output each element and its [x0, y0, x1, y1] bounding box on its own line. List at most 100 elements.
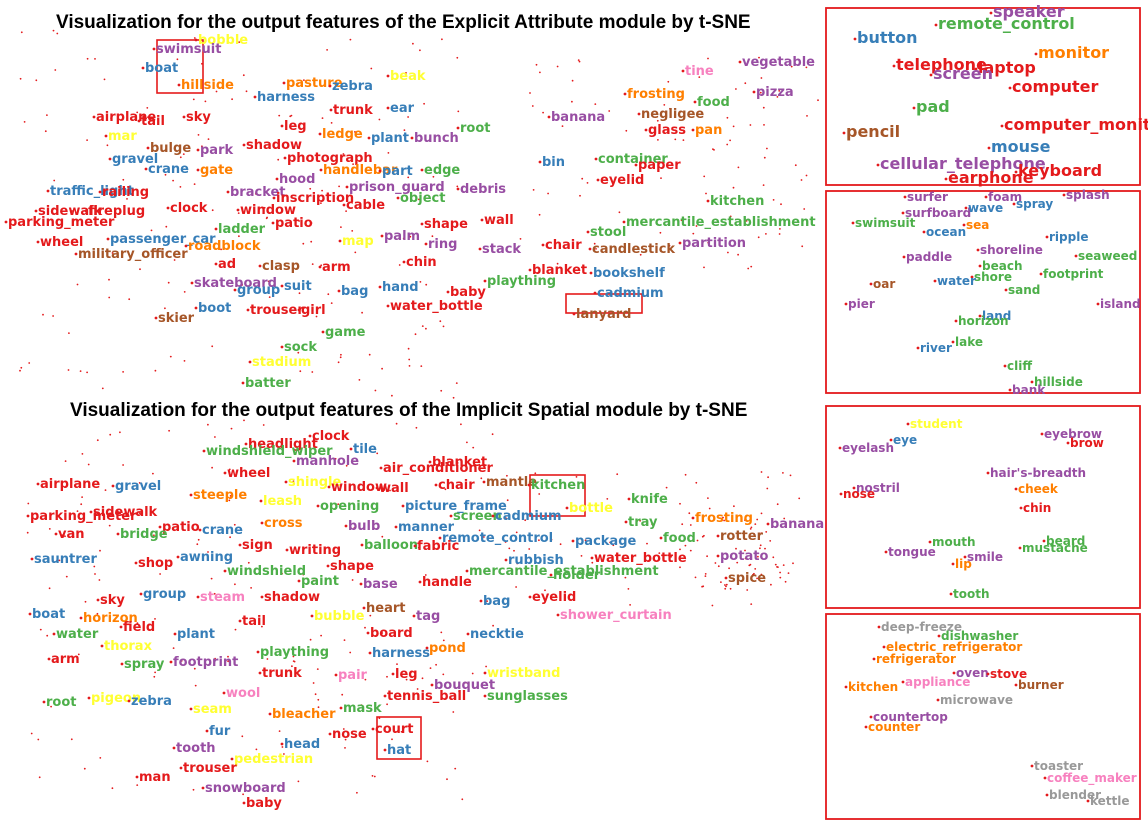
scatter-point	[571, 79, 574, 82]
scatter-point	[53, 179, 56, 182]
scatter-point	[681, 523, 684, 526]
scatter-point	[480, 477, 483, 480]
scatter-point	[707, 57, 709, 60]
point-label: crane	[202, 523, 243, 538]
scatter-point	[321, 189, 323, 192]
scatter-point	[876, 163, 880, 167]
scatter-point	[789, 474, 792, 477]
scatter-point	[415, 426, 418, 429]
scatter-point	[136, 622, 139, 624]
scatter-point	[375, 486, 379, 490]
scatter-point	[138, 482, 141, 484]
point-label: handlebar	[323, 163, 398, 178]
scatter-point	[779, 63, 782, 66]
scatter-point	[608, 110, 611, 112]
scatter-point	[1030, 380, 1034, 384]
scatter-point	[420, 168, 424, 172]
scatter-point	[851, 221, 855, 225]
point-label: map	[342, 234, 374, 249]
scatter-point	[173, 632, 177, 636]
scatter-point	[694, 576, 697, 579]
zoom-inset-frame-4	[825, 613, 1141, 820]
scatter-point	[774, 563, 777, 566]
scatter-point	[714, 562, 717, 564]
scatter-point	[84, 600, 87, 603]
scatter-point	[976, 248, 980, 252]
scatter-point	[403, 129, 406, 132]
scatter-point	[442, 673, 445, 676]
scatter-point	[763, 156, 766, 159]
scatter-point	[730, 223, 732, 226]
scatter-point	[164, 173, 167, 176]
scatter-point	[48, 587, 51, 590]
scatter-point	[48, 528, 51, 530]
scatter-point	[194, 684, 197, 687]
scatter-point	[309, 638, 312, 641]
scatter-point	[538, 160, 542, 164]
scatter-point	[747, 267, 750, 270]
scatter-point	[387, 152, 390, 154]
scatter-point	[454, 767, 457, 770]
point-label: clasp	[262, 259, 300, 274]
point-label: tooth	[953, 587, 990, 601]
scatter-point	[368, 353, 371, 356]
scatter-point	[798, 497, 801, 500]
scatter-point	[1043, 776, 1047, 780]
scatter-point	[986, 471, 990, 475]
point-label: burner	[1018, 678, 1064, 692]
point-label: stool	[590, 225, 626, 240]
scatter-point	[1004, 288, 1008, 292]
point-label: kitchen	[710, 194, 764, 209]
scatter-point	[242, 143, 246, 147]
point-label: ring	[428, 237, 457, 252]
point-label: eyelid	[600, 173, 644, 188]
scatter-point	[334, 673, 338, 677]
scatter-point	[872, 657, 876, 661]
point-label: leg	[284, 119, 307, 134]
point-label: bridge	[120, 527, 168, 542]
scatter-point	[250, 587, 253, 589]
scatter-point	[817, 99, 819, 102]
scatter-point	[23, 121, 26, 123]
scatter-point	[313, 579, 315, 582]
scatter-point	[472, 446, 475, 449]
scatter-point	[724, 587, 727, 590]
point-label: remote_control	[442, 531, 553, 546]
scatter-point	[698, 76, 701, 78]
point-label: thorax	[104, 639, 153, 654]
point-label: speaker	[993, 2, 1065, 21]
scatter-point	[386, 106, 390, 110]
scatter-point	[1096, 302, 1100, 306]
scatter-point	[651, 523, 653, 526]
scatter-point	[34, 209, 38, 213]
scatter-point	[764, 547, 766, 550]
scatter-point	[434, 483, 438, 487]
point-label: edge	[424, 163, 460, 178]
scatter-point	[756, 518, 759, 521]
point-label: game	[325, 325, 366, 340]
scatter-point	[297, 579, 301, 583]
scatter-point	[901, 211, 905, 215]
scatter-point	[691, 128, 695, 132]
scatter-point	[412, 42, 414, 45]
scatter-point	[280, 124, 284, 128]
point-label: eyebrow	[1044, 427, 1102, 441]
point-label: gate	[200, 163, 233, 178]
scatter-point	[689, 524, 692, 526]
scatter-point	[98, 190, 102, 194]
scatter-point	[776, 96, 779, 98]
scatter-point	[35, 79, 38, 82]
scatter-point	[260, 521, 264, 525]
scatter-point	[139, 512, 141, 515]
point-label: swimsuit	[156, 42, 221, 57]
scatter-point	[116, 532, 120, 536]
scatter-point	[214, 657, 217, 660]
scatter-point	[869, 282, 873, 286]
scatter-point	[299, 370, 302, 373]
scatter-point	[962, 223, 966, 227]
point-label: bleacher	[272, 707, 336, 722]
scatter-point	[126, 198, 128, 200]
scatter-point	[28, 612, 32, 616]
scatter-point	[108, 524, 111, 527]
